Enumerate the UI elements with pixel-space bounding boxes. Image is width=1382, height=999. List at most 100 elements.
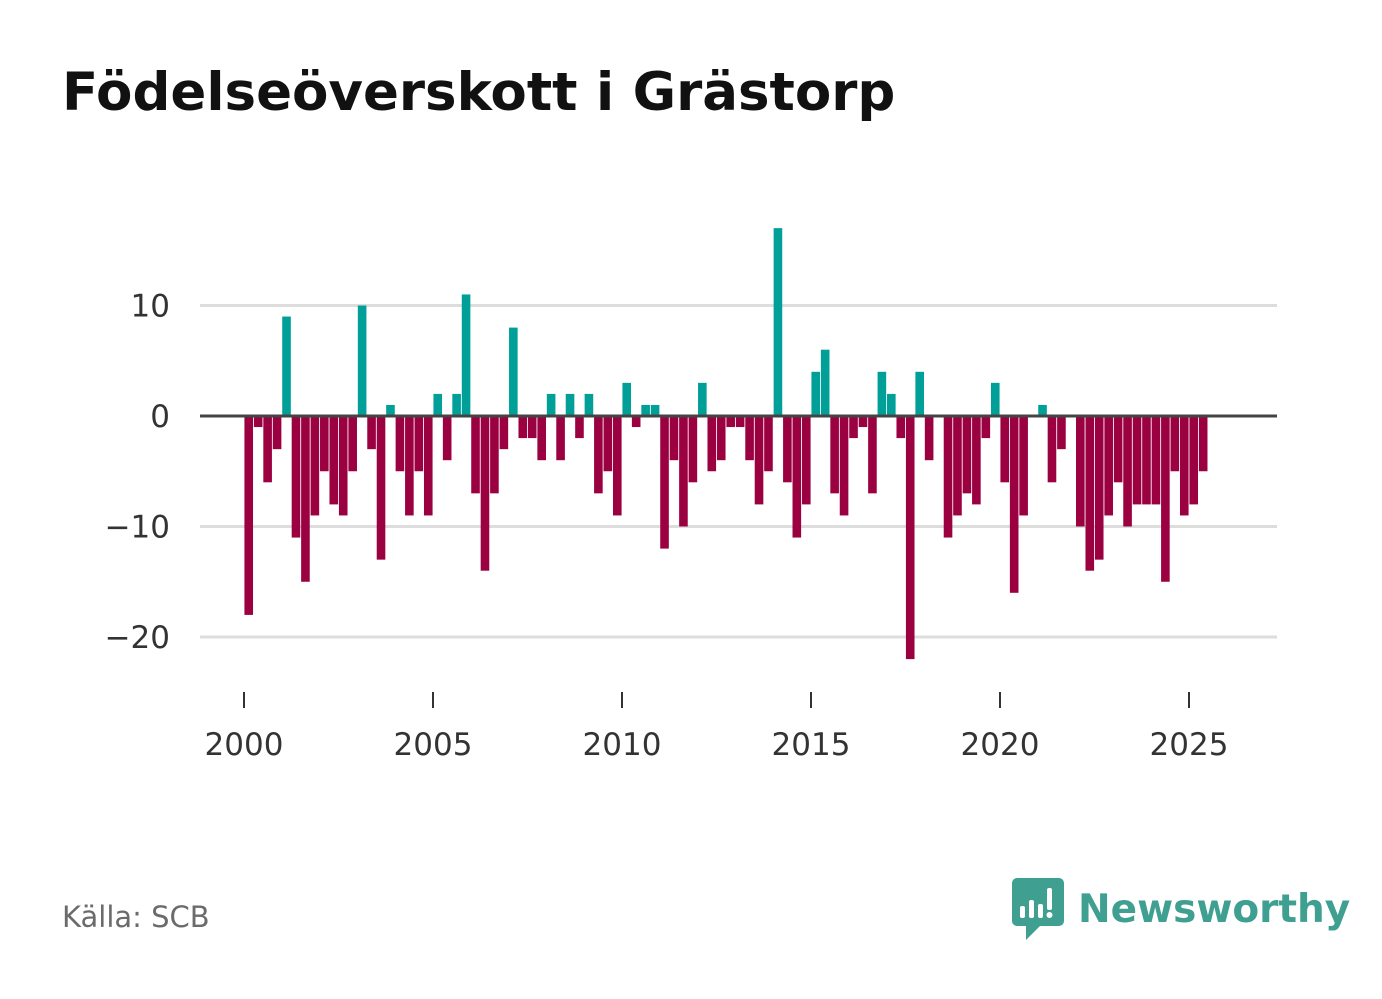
bar-negative <box>707 416 717 472</box>
bar-negative <box>310 416 320 516</box>
bar-negative <box>660 416 669 549</box>
bar-positive <box>386 404 395 416</box>
bar-negative <box>801 416 811 505</box>
bar-negative <box>868 416 877 494</box>
bar-negative <box>1151 416 1161 505</box>
bar-negative <box>726 416 735 428</box>
bar-negative <box>764 416 773 472</box>
bar-negative <box>972 416 981 505</box>
bar-positive <box>877 371 887 416</box>
bar-positive <box>584 393 594 416</box>
y-tick-label: −10 <box>105 510 170 546</box>
bar-negative <box>575 416 584 439</box>
bar-negative <box>839 416 849 516</box>
bar-negative <box>1000 416 1010 483</box>
bar-positive <box>622 382 632 416</box>
bar-negative <box>1189 416 1199 505</box>
bar-positive <box>915 371 924 416</box>
bar-positive <box>773 228 783 416</box>
bar-positive <box>461 294 471 416</box>
bar-negative <box>376 416 386 560</box>
bar-positive <box>546 393 556 416</box>
x-tick-label: 2020 <box>961 727 1040 763</box>
bar-negative <box>556 416 565 461</box>
source-note: Källa: SCB <box>62 900 210 934</box>
bar-negative <box>414 416 424 472</box>
bar-negative <box>849 416 858 439</box>
bar-positive <box>452 393 461 416</box>
bar-negative <box>679 416 688 527</box>
bar-negative <box>1104 416 1113 516</box>
bar-positive <box>433 393 443 416</box>
bar-negative <box>320 416 329 472</box>
x-tick-label: 2000 <box>205 727 284 763</box>
bar-negative <box>253 416 263 428</box>
bar-negative <box>603 416 613 472</box>
bar-positive <box>990 382 1000 416</box>
bar-negative <box>962 416 972 494</box>
bar-negative <box>423 416 433 516</box>
bar-negative <box>272 416 282 450</box>
bar-negative <box>499 416 509 450</box>
bar-negative <box>669 416 679 461</box>
bar-positive <box>811 371 821 416</box>
bar-positive <box>887 393 896 416</box>
bar-negative <box>263 416 272 483</box>
bar-negative <box>1113 416 1123 483</box>
y-tick-label: 10 <box>131 289 170 325</box>
newsworthy-logo-icon <box>1012 878 1064 940</box>
bar-negative <box>716 416 726 461</box>
bar-negative <box>480 416 490 571</box>
bar-negative <box>338 416 348 516</box>
bar-negative <box>244 416 254 615</box>
x-tick-label: 2025 <box>1150 727 1229 763</box>
chart-title: Födelseöverskott i Grästorp <box>62 62 896 123</box>
bar-negative <box>1132 416 1142 505</box>
bar-negative <box>518 416 528 439</box>
bar-negative <box>981 416 991 439</box>
bar-negative <box>612 416 622 516</box>
bar-negative <box>1161 416 1170 582</box>
bar-negative <box>1019 416 1028 516</box>
brand-name: Newsworthy <box>1078 886 1351 932</box>
bar-negative <box>1123 416 1132 527</box>
bar-negative <box>1085 416 1095 571</box>
bars <box>244 228 1208 660</box>
bar-positive <box>650 404 660 416</box>
bar-negative <box>754 416 764 505</box>
bar-negative <box>367 416 376 450</box>
bar-positive <box>282 316 291 416</box>
bar-positive <box>1038 404 1047 416</box>
bar-positive <box>698 382 707 416</box>
bar-negative <box>830 416 839 494</box>
bar-negative <box>1142 416 1151 505</box>
bar-negative <box>1057 416 1066 450</box>
bar-negative <box>688 416 698 483</box>
bar-negative <box>291 416 301 538</box>
bar-negative <box>1170 416 1180 472</box>
y-tick-label: −20 <box>105 620 170 656</box>
bar-negative <box>631 416 641 428</box>
bar-positive <box>357 305 367 416</box>
bar-negative <box>1179 416 1189 516</box>
x-tick-label: 2010 <box>583 727 662 763</box>
bar-negative <box>490 416 499 494</box>
bar-negative <box>329 416 339 505</box>
bar-negative <box>348 416 357 472</box>
bar-negative <box>943 416 953 538</box>
bar-negative <box>896 416 906 439</box>
bar-negative <box>442 416 452 461</box>
bar-negative <box>301 416 310 582</box>
bar-negative <box>1198 416 1208 472</box>
y-tick-label: 0 <box>150 399 170 435</box>
brand-logo[interactable]: Newsworthy <box>1012 878 1350 940</box>
axes: 10 0 −10 −20 2000 2005 2010 2015 2020 2025 <box>105 289 1229 764</box>
bar-negative <box>537 416 546 461</box>
bar-positive <box>565 393 575 416</box>
x-tick-label: 2015 <box>772 727 851 763</box>
bar-positive <box>820 349 830 416</box>
bar-negative <box>594 416 603 494</box>
bar-positive <box>641 404 650 416</box>
bar-negative <box>735 416 745 428</box>
